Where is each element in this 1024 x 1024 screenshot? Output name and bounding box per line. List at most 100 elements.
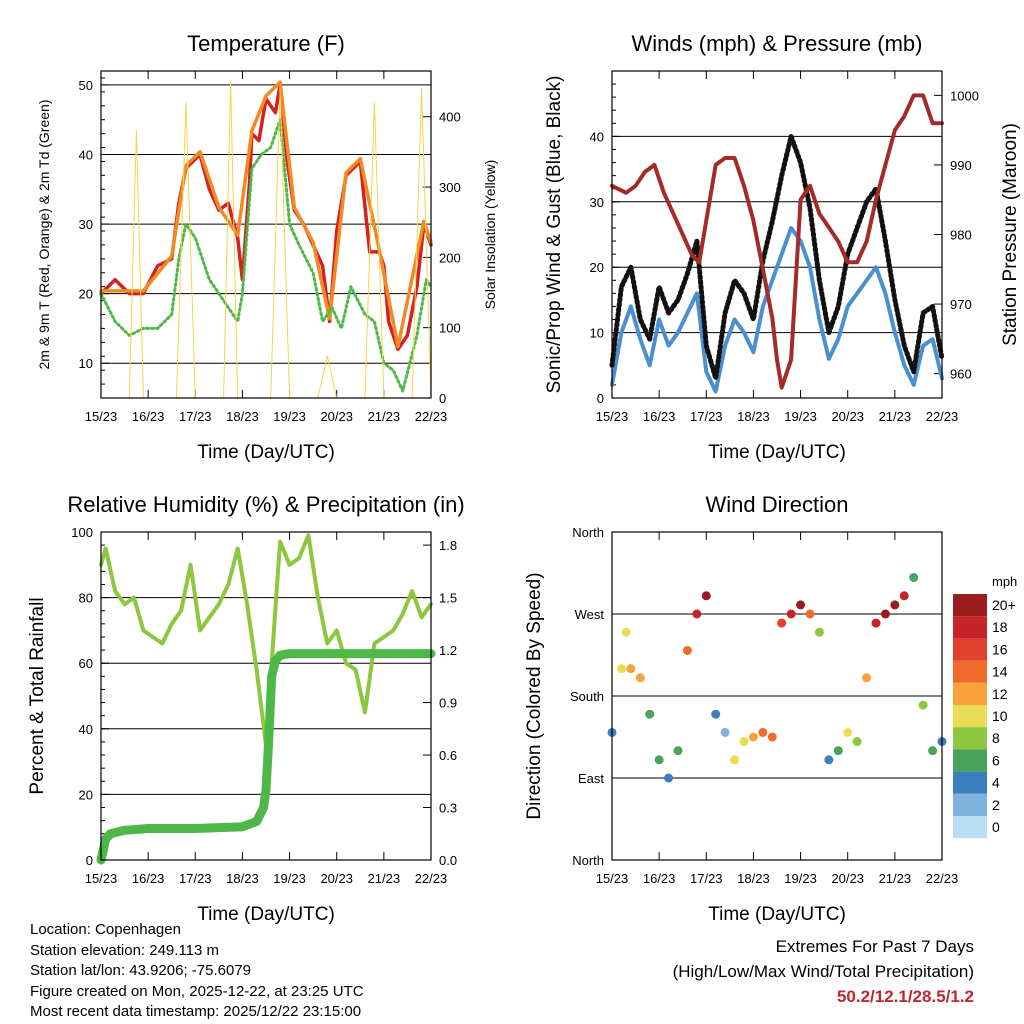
colorbar-swatch — [953, 816, 987, 839]
y-right-tick-label: 0.6 — [439, 748, 457, 763]
x-tick-label: 16/23 — [132, 871, 165, 886]
direction-point — [621, 627, 631, 637]
x-tick-label: 20/23 — [320, 871, 353, 886]
colorbar-swatch — [953, 660, 987, 683]
colorbar-swatch — [953, 749, 987, 772]
plot-frame — [611, 70, 943, 399]
panel-2: Relative Humidity (%) & Precipitation (i… — [27, 492, 465, 925]
x-tick-label: 17/23 — [690, 871, 723, 886]
series-wind — [610, 226, 944, 394]
colorbar-label: 8 — [992, 730, 1000, 746]
colorbar-swatch — [953, 705, 987, 728]
direction-point — [616, 664, 626, 674]
y-tick-label: 40 — [79, 722, 93, 737]
series-solar-insolation — [128, 81, 432, 399]
colorbar-label: 0 — [992, 819, 1000, 835]
y-right-tick-label: 970 — [950, 297, 972, 312]
y-right-tick-label: 960 — [950, 367, 972, 382]
chart-title: Wind Direction — [705, 492, 848, 517]
direction-point — [767, 732, 777, 742]
extremes-title: Extremes For Past 7 Days — [775, 937, 974, 956]
y-right-tick-label: 1.2 — [439, 643, 457, 658]
colorbar-label: 18 — [992, 619, 1008, 635]
x-tick-label: 22/23 — [415, 871, 448, 886]
x-axis-label: Time (Day/UTC) — [708, 442, 846, 463]
x-axis-label: Time (Day/UTC) — [197, 442, 335, 463]
x-tick-label: 20/23 — [320, 409, 353, 424]
panel-1: Winds (mph) & Pressure (mb) Time (Day/UTC… — [544, 31, 1021, 463]
plot-frame — [100, 70, 432, 399]
series-total-precipitation — [96, 649, 436, 865]
y-tick-label: 50 — [79, 78, 93, 93]
colorbar-label: 4 — [992, 775, 1000, 791]
x-tick-label: 18/23 — [226, 409, 259, 424]
y-tick-label: 20 — [590, 260, 604, 275]
x-tick-label: 18/23 — [737, 871, 770, 886]
chart-title: Temperature (F) — [187, 31, 345, 56]
plot-frame — [100, 531, 432, 861]
colorbar-swatch — [953, 793, 987, 816]
x-tick-label: 16/23 — [643, 871, 676, 886]
colorbar-label: 16 — [992, 641, 1008, 657]
extremes-box: Extremes For Past 7 Days (High/Low/Max W… — [673, 934, 974, 1009]
y-tick-label: 80 — [79, 591, 93, 606]
direction-point — [871, 618, 881, 628]
y-tick-label: North — [572, 525, 604, 540]
colorbar-title: mph — [992, 574, 1017, 589]
series-gust — [609, 133, 945, 381]
direction-point — [692, 609, 702, 619]
direction-point — [796, 600, 806, 610]
y-axis-label: Sonic/Prop Wind & Gust (Blue, Black) — [544, 76, 565, 394]
direction-point — [739, 737, 749, 747]
colorbar-swatch — [953, 638, 987, 661]
x-tick-label: 19/23 — [273, 409, 306, 424]
colorbar-label: 12 — [992, 686, 1008, 702]
y-tick-label: 40 — [79, 147, 93, 162]
y-tick-label: 30 — [590, 195, 604, 210]
direction-point — [890, 600, 900, 610]
y-tick-label: 30 — [79, 217, 93, 232]
y-right-tick-label: 200 — [439, 250, 461, 265]
direction-point — [909, 573, 919, 583]
y-right-tick-label: 980 — [950, 228, 972, 243]
colorbar-swatch — [953, 594, 987, 617]
colorbar-swatch — [953, 682, 987, 705]
y-tick-label: 60 — [79, 656, 93, 671]
y-tick-label: 20 — [79, 287, 93, 302]
x-tick-label: 16/23 — [643, 409, 676, 424]
direction-point — [928, 746, 938, 756]
x-tick-label: 18/23 — [737, 409, 770, 424]
latlon-text: Station lat/lon: 43.9206; -75.6079 — [30, 962, 252, 979]
direction-point — [899, 591, 909, 601]
colorbar-label: 10 — [992, 708, 1008, 724]
colorbar-label: 14 — [992, 664, 1008, 680]
plot-area — [607, 573, 947, 783]
direction-point — [720, 727, 730, 737]
x-tick-label: 17/23 — [179, 409, 212, 424]
y-right-tick-label: 400 — [439, 110, 461, 125]
colorbar-label: 2 — [992, 797, 1000, 813]
plot-area — [609, 93, 945, 394]
y-right-tick-label: 300 — [439, 180, 461, 195]
colorbar-swatch — [953, 616, 987, 639]
direction-point — [786, 609, 796, 619]
y-tick-label: South — [570, 689, 604, 704]
x-tick-label: 15/23 — [85, 871, 118, 886]
plot-area — [96, 533, 436, 865]
y-right-tick-label: 0.3 — [439, 801, 457, 816]
y-right-tick-label: 100 — [439, 321, 461, 336]
direction-point — [805, 609, 815, 619]
series-2m-td — [99, 118, 433, 393]
series-station-pressure — [610, 93, 944, 390]
y-right-tick-label: 1.5 — [439, 591, 457, 606]
colorbar-swatch — [953, 771, 987, 794]
y-tick-label: 10 — [590, 326, 604, 341]
y-right-tick-label: 0 — [439, 391, 446, 406]
x-tick-label: 17/23 — [179, 871, 212, 886]
extremes-subtitle: (High/Low/Max Wind/Total Precipitation) — [672, 962, 974, 981]
x-tick-label: 19/23 — [784, 871, 817, 886]
colorbar-label: 20+ — [992, 597, 1016, 613]
y-tick-label: 40 — [590, 129, 604, 144]
y-tick-label: 10 — [79, 356, 93, 371]
